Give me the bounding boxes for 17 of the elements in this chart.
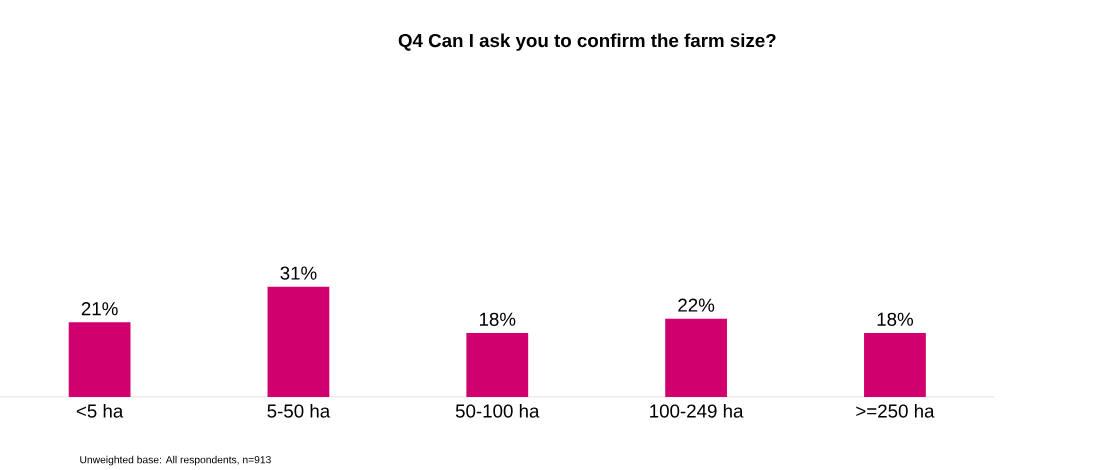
x-tick-label: 50-100 ha <box>455 403 540 418</box>
x-tick-label: >=250 ha <box>856 403 935 418</box>
bar <box>68 322 131 397</box>
data-label: 22% <box>678 298 715 312</box>
data-label: 18% <box>877 312 914 326</box>
chart-title: Q4 Can I ask you to confirm the farm size? <box>398 33 776 51</box>
bar <box>267 286 330 397</box>
text: Unweighted base: All respondents, n=913 <box>80 455 271 466</box>
data-label: 31% <box>280 266 317 280</box>
x-tick-label: 5-50 ha <box>267 403 331 418</box>
x-tick-label: <5 ha <box>76 403 124 418</box>
bar <box>466 332 529 397</box>
bar <box>864 332 926 397</box>
bar <box>665 318 727 397</box>
data-label: 21% <box>81 302 118 316</box>
x-tick-label: 100-249 ha <box>650 403 744 418</box>
data-label: 18% <box>479 312 516 326</box>
